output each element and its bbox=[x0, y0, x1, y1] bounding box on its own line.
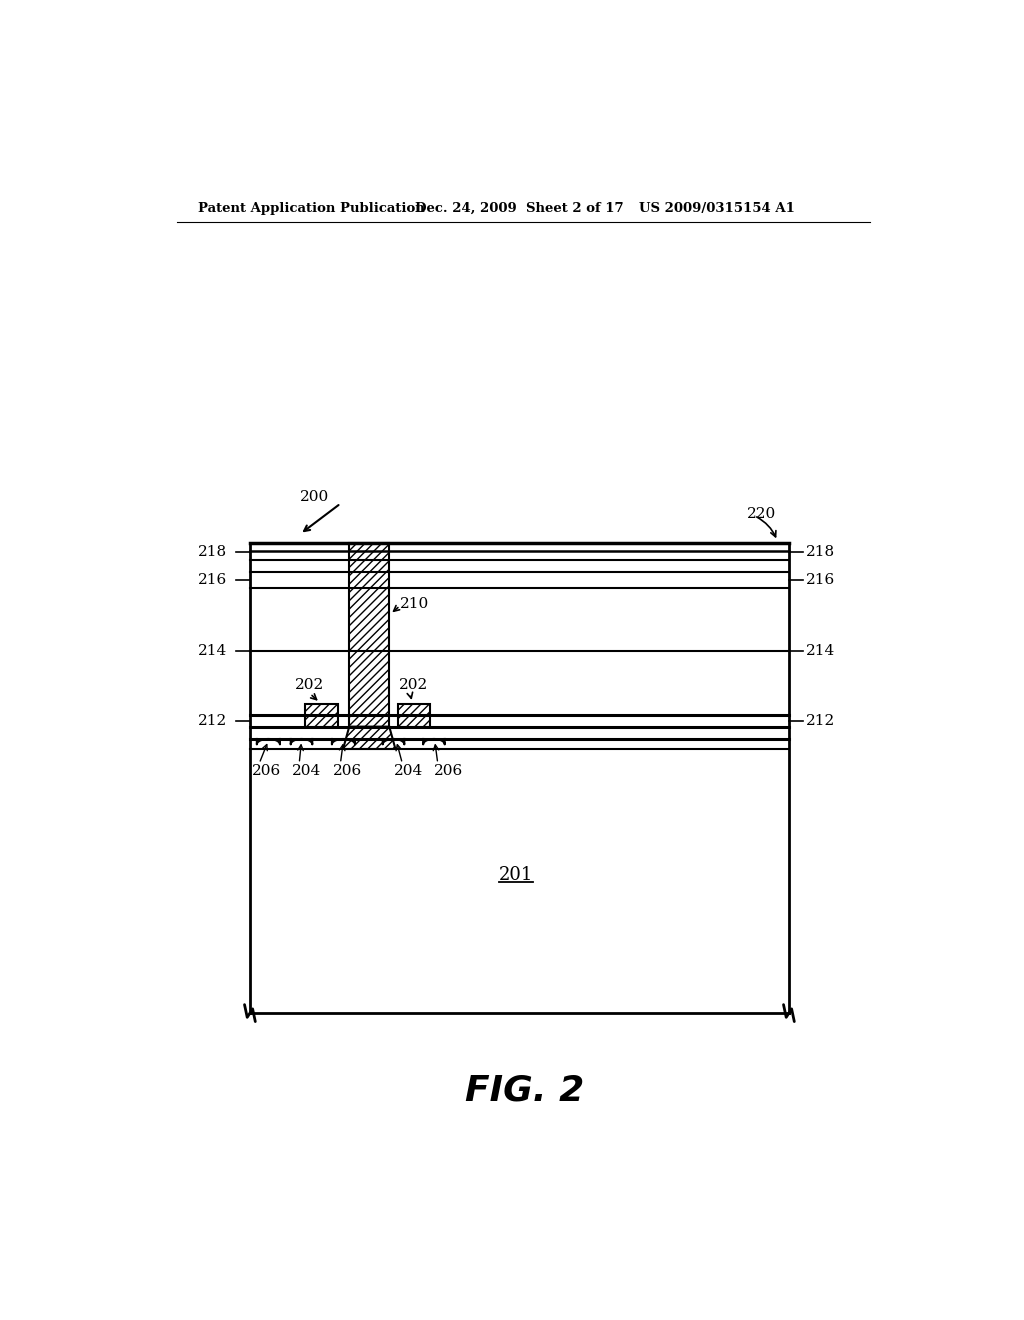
Bar bbox=[397, 704, 430, 726]
Text: 214: 214 bbox=[198, 644, 226, 659]
Text: 200: 200 bbox=[300, 490, 329, 504]
Text: 218: 218 bbox=[806, 545, 835, 558]
Text: 202: 202 bbox=[398, 678, 428, 692]
Text: Patent Application Publication: Patent Application Publication bbox=[199, 202, 425, 215]
Text: 206: 206 bbox=[434, 763, 463, 777]
Text: 204: 204 bbox=[292, 763, 321, 777]
Text: US 2009/0315154 A1: US 2009/0315154 A1 bbox=[639, 202, 795, 215]
Text: 216: 216 bbox=[198, 573, 226, 587]
Text: 216: 216 bbox=[806, 573, 836, 587]
Text: 212: 212 bbox=[198, 714, 226, 727]
Text: 201: 201 bbox=[499, 866, 532, 883]
Polygon shape bbox=[343, 726, 395, 748]
Bar bbox=[349, 544, 389, 726]
Text: 220: 220 bbox=[746, 507, 776, 521]
Text: 206: 206 bbox=[333, 763, 361, 777]
Text: 204: 204 bbox=[394, 763, 423, 777]
Text: 214: 214 bbox=[806, 644, 836, 659]
Text: FIG. 2: FIG. 2 bbox=[465, 1073, 585, 1107]
Text: 212: 212 bbox=[806, 714, 836, 727]
Bar bbox=[305, 704, 338, 726]
Text: 218: 218 bbox=[198, 545, 226, 558]
Text: 206: 206 bbox=[252, 763, 281, 777]
Text: 202: 202 bbox=[295, 678, 324, 692]
Text: Dec. 24, 2009  Sheet 2 of 17: Dec. 24, 2009 Sheet 2 of 17 bbox=[416, 202, 624, 215]
Text: 210: 210 bbox=[400, 597, 429, 611]
